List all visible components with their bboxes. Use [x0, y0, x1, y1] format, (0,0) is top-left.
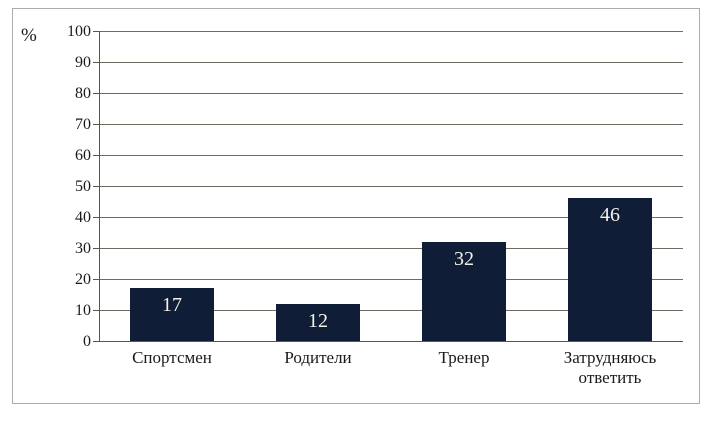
y-tick-mark-50 — [93, 186, 99, 187]
category-label-2: Родители — [284, 348, 352, 367]
y-tick-mark-70 — [93, 124, 99, 125]
chart-figure: % 0 10 20 30 40 50 60 70 80 90 100 17 Спортсмен 12 Род… — [12, 8, 700, 404]
y-tick-label-10: 10 — [75, 301, 91, 319]
bar-3: 32 — [422, 241, 506, 341]
y-tick-mark-20 — [93, 279, 99, 280]
gridline-100 — [99, 31, 683, 32]
y-tick-label-50: 50 — [75, 177, 91, 195]
gridline-80 — [99, 93, 683, 94]
y-tick-label-30: 30 — [75, 239, 91, 257]
y-tick-mark-100 — [93, 31, 99, 32]
gridline-20 — [99, 279, 683, 280]
bar-value-label-2: 12 — [308, 309, 328, 332]
category-label-3: Тренер — [438, 348, 490, 367]
category-label-1: Спортсмен — [132, 348, 212, 367]
y-tick-label-60: 60 — [75, 146, 91, 164]
y-tick-label-70: 70 — [75, 115, 91, 133]
y-tick-label-100: 100 — [67, 22, 91, 40]
bar-value-label-4: 46 — [600, 204, 620, 227]
y-tick-label-0: 0 — [83, 332, 91, 350]
bar-4: 46 — [568, 198, 652, 341]
gridline-50 — [99, 186, 683, 187]
y-tick-mark-30 — [93, 248, 99, 249]
bar-value-label-1: 17 — [162, 294, 182, 317]
y-axis-line — [99, 31, 100, 341]
bar-1: 17 — [130, 288, 214, 341]
gridline-90 — [99, 62, 683, 63]
y-tick-mark-0 — [93, 341, 99, 342]
bar-2: 12 — [276, 303, 360, 341]
y-tick-mark-40 — [93, 217, 99, 218]
bar-value-label-3: 32 — [454, 247, 474, 270]
y-tick-label-90: 90 — [75, 53, 91, 71]
y-tick-mark-60 — [93, 155, 99, 156]
gridline-40 — [99, 217, 683, 218]
gridline-70 — [99, 124, 683, 125]
gridline-30 — [99, 248, 683, 249]
y-tick-label-20: 20 — [75, 270, 91, 288]
gridline-60 — [99, 155, 683, 156]
y-tick-mark-80 — [93, 93, 99, 94]
x-axis-line — [99, 341, 683, 342]
y-tick-label-40: 40 — [75, 208, 91, 226]
y-tick-mark-10 — [93, 310, 99, 311]
gridline-10 — [99, 310, 683, 311]
y-tick-mark-90 — [93, 62, 99, 63]
category-label-4: Затрудняюсь ответить — [563, 348, 657, 387]
y-tick-label-80: 80 — [75, 84, 91, 102]
y-axis-unit-label: % — [21, 25, 37, 46]
